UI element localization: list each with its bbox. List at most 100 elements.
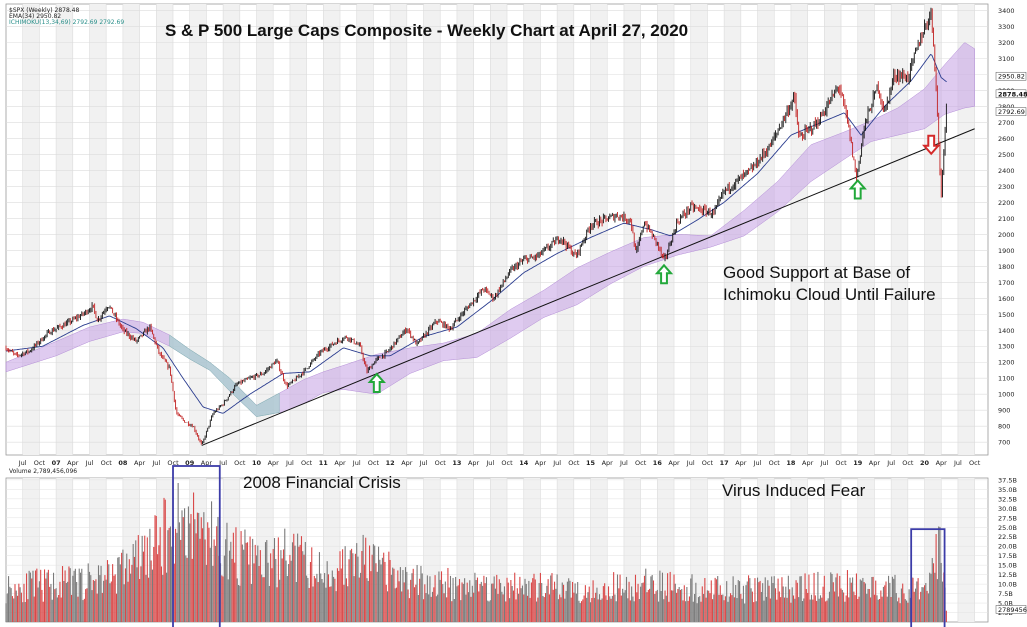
x-tick-label: Jul: [485, 459, 494, 467]
ichimoku-cloud-bearish-area: [169, 334, 280, 417]
price-annotations: S & P 500 Large Caps Composite - Weekly …: [9, 7, 936, 304]
support-trendline: [201, 128, 975, 446]
price-band: [189, 4, 207, 455]
price-band: [423, 4, 441, 455]
x-tick-label: Oct: [769, 459, 781, 467]
price-label: 2792.69: [998, 108, 1025, 116]
volume-band: [523, 478, 541, 622]
x-tick-label: Oct: [368, 459, 380, 467]
price-band: [657, 4, 675, 455]
price-label-box: [995, 89, 1027, 99]
price-band: [256, 4, 274, 455]
volume-tick-label: 25.0B: [998, 524, 1017, 532]
y-tick-label: 2200: [998, 199, 1015, 207]
volume-tick-label: 10.0B: [998, 581, 1017, 589]
volume-tick-label: 27.5B: [998, 514, 1017, 522]
volume-tick-label: 5.0B: [998, 600, 1013, 608]
annotation-support-line2: Ichimoku Cloud Until Failure: [723, 285, 936, 304]
x-tick-label: 18: [786, 459, 796, 467]
volume-tick-label: 20.0B: [998, 543, 1017, 551]
y-tick-label: 1200: [998, 359, 1015, 367]
x-tick-label: 10: [252, 459, 262, 467]
y-tick-label: 3400: [998, 7, 1015, 15]
x-tick-label: Apr: [869, 459, 881, 467]
volume-tick-label: 12.5B: [998, 571, 1017, 579]
x-tick-label: Apr: [535, 459, 547, 467]
volume-tick-label: 22.5B: [998, 533, 1017, 541]
legend-ichimoku: ICHIMOKU(13,34,69) 2792.69 2792.69: [9, 19, 124, 26]
price-label: 2878.48: [998, 90, 1027, 98]
x-tick-label: Apr: [802, 459, 814, 467]
volume-y-axis: 2.5B5.0B7.5B10.0B12.5B15.0B17.5B20.0B22.…: [995, 476, 1027, 617]
x-tick-label: 13: [452, 459, 461, 467]
x-tick-label: 20: [920, 459, 930, 467]
price-band: [590, 4, 608, 455]
price-band: [957, 4, 975, 455]
x-tick-label: Apr: [602, 459, 614, 467]
volume-band: [757, 478, 775, 622]
ichimoku-cloud-area: [5, 42, 975, 417]
price-label-box: [995, 107, 1027, 116]
volume-tick-label: 35.0B: [998, 486, 1017, 494]
down-arrow-icon: [922, 134, 941, 156]
volume-last-box: [995, 605, 1027, 614]
x-tick-label: Jul: [285, 459, 294, 467]
x-tick-label: 15: [586, 459, 596, 467]
x-tick-label: Jul: [218, 459, 227, 467]
x-tick-label: Jul: [686, 459, 695, 467]
y-tick-label: 3300: [998, 23, 1015, 31]
volume-band: [690, 478, 708, 622]
x-tick-label: Oct: [234, 459, 246, 467]
y-tick-label: 1700: [998, 279, 1015, 287]
x-tick-label: Oct: [969, 459, 981, 467]
y-tick-label: 2600: [998, 135, 1015, 143]
x-tick-label: Jul: [552, 459, 561, 467]
x-tick-label: 07: [52, 459, 61, 467]
volume-band: [724, 478, 741, 622]
y-tick-label: 2500: [998, 151, 1015, 159]
price-band: [390, 4, 407, 455]
price-y-axis: 700 800 900 1000 1100 1200 1300 1400 1500 1600 170…: [995, 7, 1027, 447]
x-tick-label: 11: [319, 459, 329, 467]
volume-label: Volume 2,789,456,096: [9, 468, 77, 475]
y-tick-label: 2700: [998, 119, 1015, 127]
x-tick-label: Oct: [34, 459, 46, 467]
up-arrow-icon: [654, 263, 674, 285]
support-trendline-group: [201, 128, 975, 446]
y-tick-label: 900: [998, 407, 1010, 415]
annotation-virus-fear: Virus Induced Fear: [722, 481, 866, 500]
y-tick-label: 1800: [998, 263, 1015, 271]
price-band: [623, 4, 641, 455]
price-band: [690, 4, 708, 455]
x-tick-label: 19: [853, 459, 863, 467]
y-tick-label: 1900: [998, 247, 1015, 255]
annotation-financial-crisis: 2008 Financial Crisis: [243, 473, 401, 492]
volume-tick-label: 32.5B: [998, 495, 1017, 503]
price-band: [857, 4, 875, 455]
x-tick-label: 09: [185, 459, 195, 467]
ema-line-group: [5, 53, 947, 414]
x-tick-label: Oct: [167, 459, 179, 467]
y-tick-label: 1400: [998, 327, 1015, 335]
volume-last-label: 2789456: [998, 606, 1027, 614]
price-band: [790, 4, 808, 455]
legend-ema: EMA(34) 2950.82: [9, 13, 61, 20]
x-tick-label: Apr: [201, 459, 213, 467]
price-band: [56, 4, 73, 455]
x-tick-label: Apr: [401, 459, 413, 467]
x-tick-label: Apr: [735, 459, 747, 467]
x-tick-label: Jul: [619, 459, 628, 467]
volume-band: [957, 478, 975, 622]
price-x-axis: Jul Oct 07 Apr Jul Oct 08 Apr Jul Oct 09 Apr Jul Oct 1…: [18, 459, 981, 467]
chart-title: S & P 500 Large Caps Composite - Weekly …: [165, 21, 688, 40]
price-band: [557, 4, 574, 455]
y-tick-label: 700: [998, 439, 1010, 447]
x-tick-label: Oct: [835, 459, 847, 467]
x-tick-label: Jul: [819, 459, 828, 467]
price-band: [223, 4, 240, 455]
x-tick-label: Apr: [468, 459, 480, 467]
x-tick-label: Jul: [886, 459, 895, 467]
y-tick-label: 3200: [998, 39, 1015, 47]
price-band: [156, 4, 174, 455]
